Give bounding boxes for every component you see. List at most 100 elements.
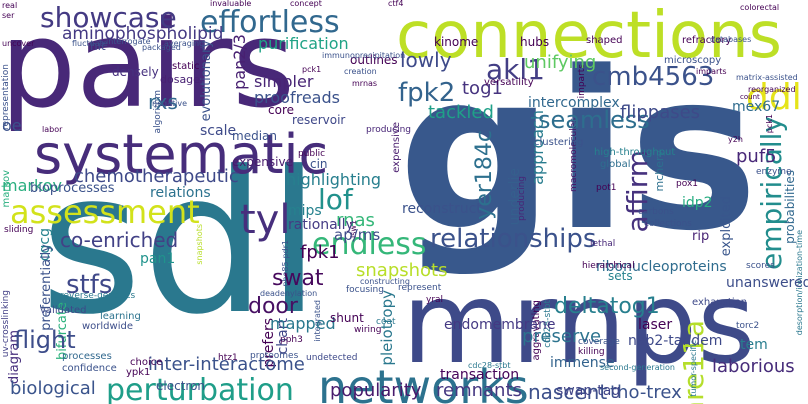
word-polarization: deadenylation xyxy=(260,289,318,298)
word-rationally: rationally xyxy=(288,217,354,233)
word-pan2-3: pan2/3 xyxy=(230,34,249,90)
word-dosage: dosage xyxy=(160,73,200,86)
word-snapshots: snapshots xyxy=(356,260,448,281)
word-reorganized: y2h xyxy=(728,135,743,144)
word-choice: choice xyxy=(130,357,163,368)
word-tackled: tackled xyxy=(428,102,494,123)
word-representation: labor xyxy=(42,125,63,134)
word-ribonucleoproteins: ribonucleoproteins xyxy=(596,259,727,275)
word-co-enriched: co-enriched xyxy=(60,228,179,252)
word-focusing: represent xyxy=(398,283,442,293)
word-flight: flight xyxy=(14,326,76,354)
word-showcase: showcase xyxy=(40,1,177,34)
word-oe: oe xyxy=(2,116,22,135)
word-cdc28-stbt: cdc28-stbt xyxy=(468,361,511,370)
word-ctf4: enzyme xyxy=(756,167,792,177)
word-remnants: remnants xyxy=(436,380,522,401)
word-invaluable: outlines xyxy=(350,53,398,67)
word-immunoprecipitation: pck1 xyxy=(765,114,774,134)
word-electron: electron xyxy=(156,379,206,393)
word-core: core xyxy=(268,103,294,117)
word-ddl: ddl xyxy=(746,77,802,118)
word-door: door xyxy=(248,294,298,319)
word-tho-trex: tho-trex xyxy=(610,382,682,403)
word-proofreads: proofreads xyxy=(254,88,340,107)
word-laborious: laborious xyxy=(712,356,795,377)
word-exhaustion: killing xyxy=(578,347,605,357)
word-intercomplex: intercomplex xyxy=(528,95,620,111)
word-learning: learning xyxy=(100,311,141,322)
word-reconstruct: reconstruct xyxy=(402,201,482,217)
word-stfs: stfs xyxy=(66,270,113,300)
word-collections: carbons xyxy=(638,207,674,217)
word-isw1: reverse-genetics xyxy=(60,291,136,301)
word-reservoir: reservoir xyxy=(292,113,346,127)
word-interrogate: invaluable xyxy=(210,0,252,8)
word-proteomes: proteomes xyxy=(250,351,299,361)
word-confidence: confidence xyxy=(62,363,117,374)
word-carbons: pot1 xyxy=(596,183,617,193)
word-markov-h: markov xyxy=(2,176,62,195)
word-nascent: nascent xyxy=(528,380,608,404)
word-htz1: htz1 xyxy=(218,353,238,363)
word-undetected: undetected xyxy=(306,353,358,363)
word-outlines: kinome xyxy=(434,35,479,49)
word-ser: fluctuate xyxy=(72,39,108,48)
word-global: high-throughput xyxy=(594,147,676,158)
word-hierarchical: lethal xyxy=(590,239,616,249)
word-effortless: effortless xyxy=(200,5,340,40)
word-inter-interactome: inter-interactome xyxy=(148,354,305,375)
word-worldwide: worldwide xyxy=(82,321,133,332)
word-validated: validated xyxy=(40,305,87,316)
word-purification: purification xyxy=(258,34,349,53)
word-uv-crosslinking: uv-crosslinking xyxy=(1,290,11,358)
word-packaged: averaging xyxy=(164,39,205,48)
word-pan1: pan1 xyxy=(140,251,176,267)
word-mrnas: immunoprecipitation xyxy=(322,51,406,60)
word-cin: cin xyxy=(310,157,328,171)
word-nab2-tandem: nab2-tandem xyxy=(628,333,723,349)
word-mapped: mapped xyxy=(270,314,336,333)
word-preferentially: preferentially xyxy=(39,244,54,331)
word-popularity: popularity xyxy=(330,380,422,401)
word-pot1: pox1 xyxy=(676,179,698,189)
word-lowly: lowly xyxy=(400,48,452,72)
word-evolutionary: evolutionary xyxy=(199,40,214,122)
word-versatility: pck1 xyxy=(302,65,322,74)
word-matrix-assisted: count xyxy=(740,93,760,101)
word-sdl: sdl xyxy=(40,130,321,358)
word-tyl: tyl xyxy=(240,197,291,243)
word-processes: processes xyxy=(62,351,112,362)
word-systematic: systematic xyxy=(34,123,329,186)
word-pck1: ctf4 xyxy=(388,0,404,8)
word-colorectal: imparts xyxy=(696,67,727,76)
word-pairs: pairs xyxy=(0,0,295,135)
word-immense: immense xyxy=(550,355,615,371)
word-wiring: wiring xyxy=(354,325,382,335)
word-mex67: mex67 xyxy=(732,99,781,115)
word-highlighting: highlighting xyxy=(286,170,382,189)
word-pph3: pph3 xyxy=(280,335,303,345)
word-rnas: rnas xyxy=(336,210,375,231)
word-labor: uncover xyxy=(2,39,35,48)
word-fluctuate: interrogate xyxy=(106,37,151,46)
word-sets: sets xyxy=(608,269,633,283)
word-hit: hit xyxy=(90,39,106,53)
word-idp2: idp2 xyxy=(682,195,713,211)
word-lof: lof xyxy=(318,183,353,216)
word-ap-ms: ap/ms xyxy=(334,226,381,244)
word-tog1: tog1 xyxy=(462,78,503,99)
word-killing: coverage xyxy=(578,337,620,347)
word-hubs: refractory xyxy=(682,35,732,46)
word-negative: ser xyxy=(2,11,15,20)
word-microscopy: matrix-assisted xyxy=(736,73,798,82)
word-biological: biological xyxy=(10,378,96,399)
word-deltatog1: deltatog1 xyxy=(554,294,660,319)
word-bioprocesses: bioprocesses xyxy=(30,181,115,196)
word-constructing: sliding xyxy=(4,225,34,235)
word-represent: yral xyxy=(426,295,444,305)
word-coat: coat xyxy=(376,317,396,327)
word-databases: microscopy xyxy=(664,55,722,66)
word-perturbation: perturbation xyxy=(106,373,294,404)
